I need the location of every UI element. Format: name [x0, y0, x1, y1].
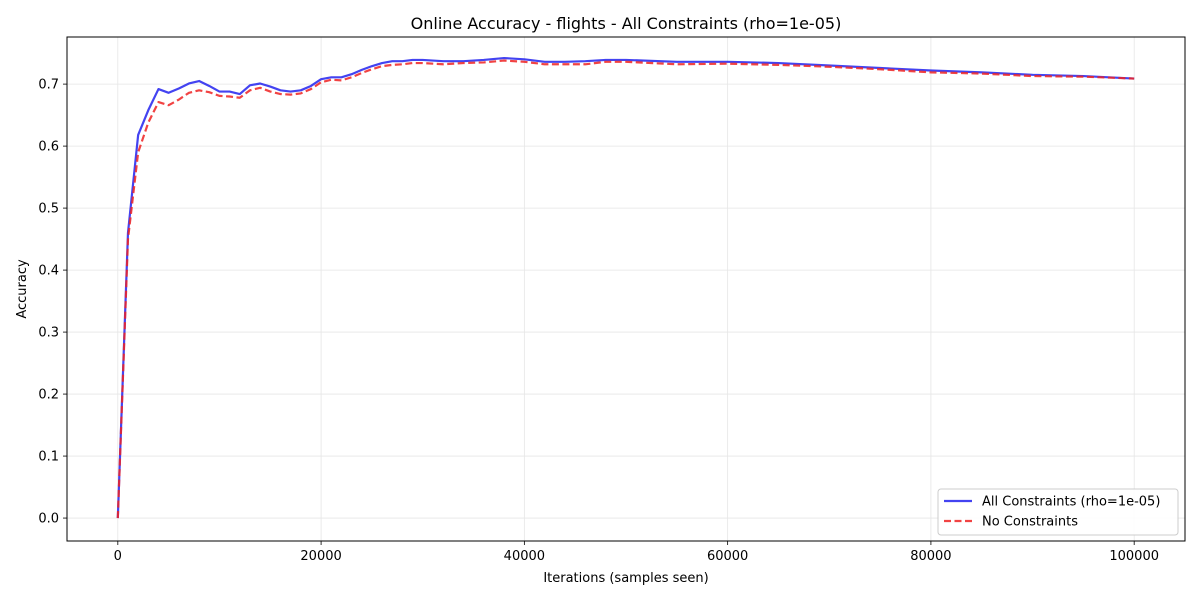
y-tick-label: 0.0 — [38, 512, 59, 527]
legend-label-0: All Constraints (rho=1e-05) — [982, 495, 1160, 510]
plot-background — [67, 37, 1185, 541]
x-axis-ticks: 0 20000 40000 60000 80000 100000 — [114, 541, 1159, 564]
series-line-0 — [116, 56, 1135, 519]
plot-frame — [66, 36, 1186, 542]
y-tick-label: 0.1 — [38, 450, 59, 465]
x-tick-label: 40000 — [504, 549, 545, 564]
legend: All Constraints (rho=1e-05) No Constraint… — [937, 488, 1179, 536]
grid — [67, 37, 1185, 541]
x-tick-label: 20000 — [300, 549, 341, 564]
x-tick-label: 0 — [114, 549, 122, 564]
y-tick-label: 0.7 — [38, 78, 59, 93]
x-tick-label: 80000 — [910, 549, 951, 564]
y-tick-label: 0.5 — [38, 202, 59, 217]
series-line-1 — [116, 59, 1135, 519]
x-tick-label: 100000 — [1109, 549, 1159, 564]
chart-title: Online Accuracy - flights - All Constrai… — [411, 14, 842, 33]
legend-box — [937, 488, 1179, 536]
x-axis-label: Iterations (samples seen) — [543, 571, 708, 586]
y-tick-label: 0.2 — [38, 388, 59, 403]
y-tick-label: 0.3 — [38, 326, 59, 341]
y-tick-label: 0.6 — [38, 140, 59, 155]
x-tick-label: 60000 — [707, 549, 748, 564]
y-axis-ticks: 0.0 0.1 0.2 0.3 0.4 0.5 0.6 0.7 — [38, 78, 67, 527]
series-group — [116, 56, 1135, 519]
y-axis-label: Accuracy — [15, 259, 30, 319]
y-tick-label: 0.4 — [38, 264, 59, 279]
legend-label-1: No Constraints — [982, 515, 1078, 530]
